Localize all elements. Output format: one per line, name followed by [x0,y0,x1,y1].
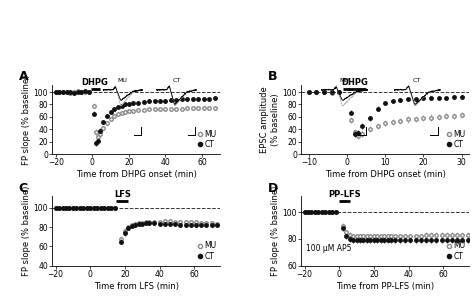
Legend: MU, CT: MU, CT [198,130,217,149]
Y-axis label: FP slope (% baseline): FP slope (% baseline) [271,186,280,276]
Text: B: B [267,70,277,83]
Legend: MU, CT: MU, CT [447,130,465,149]
Text: C: C [18,182,27,195]
Text: D: D [267,182,278,195]
X-axis label: Time from DHPG onset (min): Time from DHPG onset (min) [76,170,197,179]
X-axis label: Time from DHPG onset (min): Time from DHPG onset (min) [325,170,446,179]
Text: PP-LFS: PP-LFS [328,190,361,199]
X-axis label: Time from LFS (min): Time from LFS (min) [94,282,179,291]
Text: LFS: LFS [114,190,131,199]
Text: A: A [18,70,28,83]
Y-axis label: EPSC amplitude
(% baseline): EPSC amplitude (% baseline) [260,86,280,153]
Legend: MU, CT: MU, CT [198,241,217,261]
Y-axis label: FP slope (% baseline): FP slope (% baseline) [22,186,31,276]
X-axis label: Time from PP-LFS (min): Time from PP-LFS (min) [336,282,434,291]
Text: DHPG: DHPG [82,78,109,87]
Y-axis label: FP slope (% baseline): FP slope (% baseline) [22,74,31,165]
Text: 100 μM AP5: 100 μM AP5 [306,244,352,253]
Legend: MU, CT: MU, CT [447,241,465,261]
Text: DHPG: DHPG [341,78,368,87]
